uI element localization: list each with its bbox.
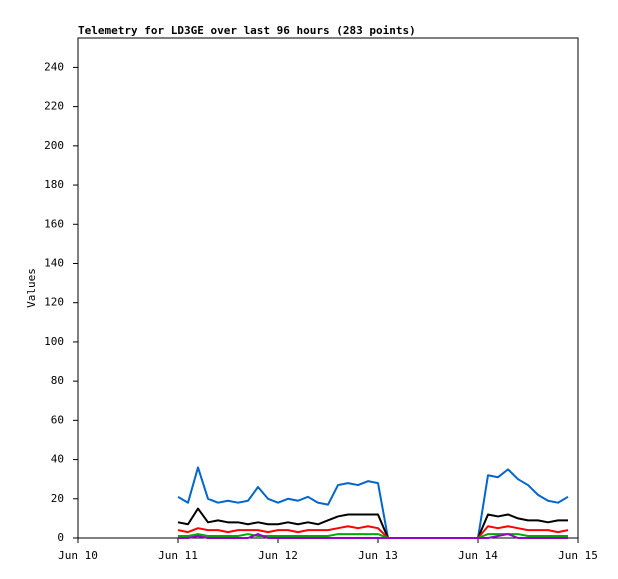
y-tick-label: 40	[51, 453, 64, 466]
series-line	[178, 533, 568, 539]
x-tick-label: Jun 14	[458, 549, 498, 562]
y-tick-label: 120	[44, 296, 64, 309]
x-tick-label: Jun 10	[58, 549, 98, 562]
series-line	[177, 525, 569, 539]
y-tick-label: 200	[44, 139, 64, 152]
y-tick-label: 80	[51, 374, 64, 387]
x-tick-label: Jun 15	[558, 549, 598, 562]
y-tick-label: 180	[44, 178, 64, 191]
y-tick-label: 0	[57, 531, 64, 544]
chart-title: Telemetry for LD3GE over last 96 hours (…	[78, 24, 416, 37]
y-tick-label: 160	[44, 217, 64, 230]
x-tick-label: Jun 13	[358, 549, 398, 562]
y-axis-label: Values	[25, 268, 38, 308]
series-line	[177, 466, 569, 539]
y-tick-label: 240	[44, 60, 64, 73]
y-tick-label: 20	[51, 492, 64, 505]
y-tick-label: 60	[51, 413, 64, 426]
y-tick-label: 140	[44, 256, 64, 269]
plot-frame	[77, 37, 579, 539]
x-tick-label: Jun 12	[258, 549, 298, 562]
series-line	[177, 507, 568, 539]
y-tick-label: 100	[44, 335, 64, 348]
x-tick-label: Jun 11	[158, 549, 198, 562]
y-tick-label: 220	[44, 100, 64, 113]
